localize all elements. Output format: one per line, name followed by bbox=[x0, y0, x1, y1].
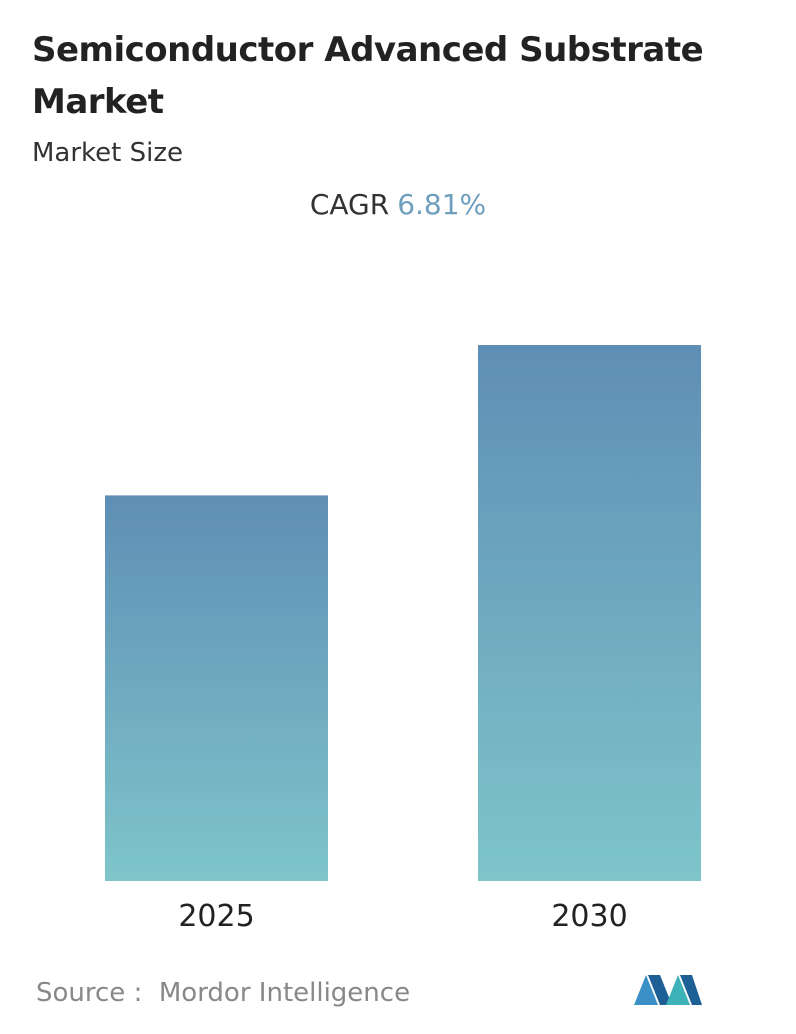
cagr-value: 6.81% bbox=[397, 188, 487, 221]
cagr: CAGR 6.81% bbox=[0, 188, 796, 221]
logo bbox=[634, 975, 702, 1005]
source-label: Source : bbox=[36, 978, 143, 1008]
x-tick-label: 2025 bbox=[178, 899, 254, 934]
chart-subtitle: Market Size bbox=[32, 138, 184, 168]
bar bbox=[105, 495, 328, 881]
chart-title: Semiconductor Advanced Substrate Market bbox=[32, 30, 704, 122]
source: Source : Mordor Intelligence bbox=[36, 978, 410, 1008]
x-tick-label: 2030 bbox=[551, 899, 627, 934]
source-name: Mordor Intelligence bbox=[158, 978, 411, 1008]
bar bbox=[478, 345, 701, 881]
cagr-label: CAGR bbox=[309, 188, 390, 221]
